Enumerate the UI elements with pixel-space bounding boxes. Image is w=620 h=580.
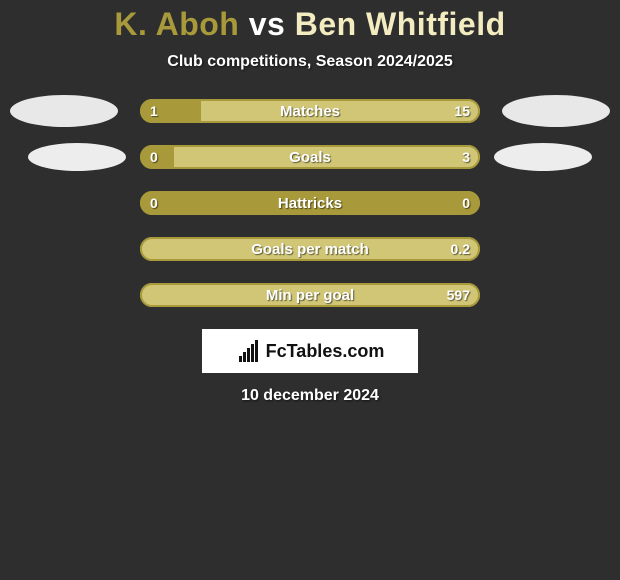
comparison-bar: 115Matches — [140, 99, 480, 123]
metric-label: Hattricks — [140, 191, 480, 215]
metric-rows: 115Matches 03Goals 00Hattricks 0.2Goals per… — [0, 99, 620, 307]
player1-name: K. Aboh — [114, 6, 239, 42]
metric-label: Goals — [140, 145, 480, 169]
bar-chart-icon — [236, 340, 262, 362]
metric-label: Goals per match — [140, 237, 480, 261]
comparison-bar: 00Hattricks — [140, 191, 480, 215]
brand-badge: FcTables.com — [202, 329, 418, 373]
comparison-bar: 597Min per goal — [140, 283, 480, 307]
metric-row: 115Matches — [0, 99, 620, 123]
subtitle: Club competitions, Season 2024/2025 — [0, 53, 620, 71]
comparison-infographic: K. Aboh vs Ben Whitfield Club competitio… — [0, 0, 620, 405]
metric-row: 03Goals — [0, 145, 620, 169]
comparison-bar: 03Goals — [140, 145, 480, 169]
comparison-bar: 0.2Goals per match — [140, 237, 480, 261]
player2-club-badge — [494, 143, 592, 171]
player1-avatar — [10, 95, 118, 127]
vs-text: vs — [249, 6, 286, 42]
player1-club-badge — [28, 143, 126, 171]
metric-label: Min per goal — [140, 283, 480, 307]
metric-row: 0.2Goals per match — [0, 237, 620, 261]
player2-avatar — [502, 95, 610, 127]
metric-label: Matches — [140, 99, 480, 123]
metric-row: 597Min per goal — [0, 283, 620, 307]
player2-name: Ben Whitfield — [295, 6, 506, 42]
brand-text: FcTables.com — [266, 341, 385, 362]
page-title: K. Aboh vs Ben Whitfield — [0, 6, 620, 43]
metric-row: 00Hattricks — [0, 191, 620, 215]
date: 10 december 2024 — [0, 387, 620, 405]
